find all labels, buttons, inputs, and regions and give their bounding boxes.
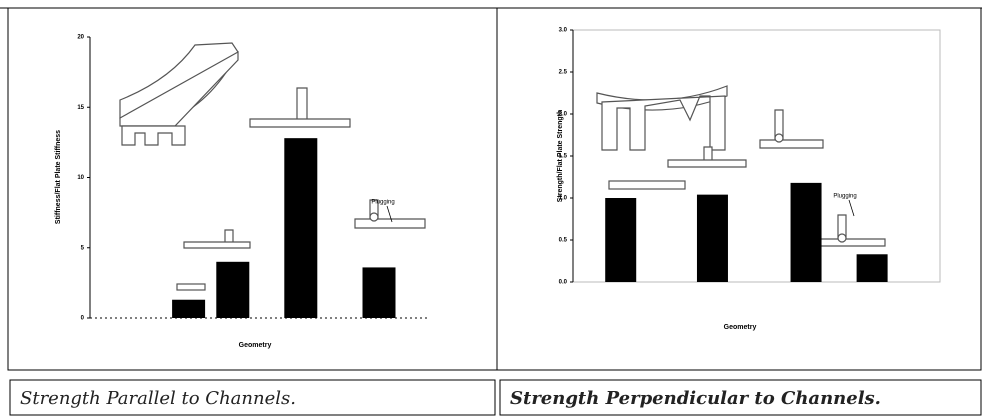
y-tick-label: 20 — [77, 35, 84, 41]
y-axis-label: Stiffness/Flat Plate Stiffness — [55, 130, 62, 224]
y-tick-label: 0.5 — [559, 238, 568, 244]
annotation: Plugging — [371, 200, 394, 206]
y-tick-label: 5 — [81, 245, 85, 251]
x-axis-label: Geometry — [239, 342, 272, 349]
y-tick-label: 0 — [81, 316, 85, 322]
y-tick-label: 3.0 — [559, 28, 568, 34]
y-axis-label: Strength/Flat Plate Strength — [557, 110, 564, 203]
y-tick-label: 0.0 — [559, 280, 568, 286]
bar — [172, 300, 205, 318]
bar — [697, 195, 728, 282]
caption: Strength Perpendicular to Channels. — [510, 388, 881, 409]
bar — [605, 198, 636, 282]
bar — [857, 254, 888, 282]
y-tick-label: 15 — [77, 105, 84, 111]
x-axis-label: Geometry — [724, 324, 757, 331]
bar — [363, 267, 396, 318]
y-tick-label: 10 — [77, 175, 84, 181]
bar — [791, 183, 822, 282]
geometry-icons — [597, 86, 885, 246]
page: Strength Parallel to Channels. Strength … — [0, 0, 982, 416]
geometry-icons — [120, 43, 425, 290]
annotation-arrow — [849, 200, 854, 216]
y-tick-label: 2.5 — [559, 70, 568, 76]
table-cell — [497, 8, 981, 370]
bar — [216, 262, 249, 318]
annotation: Plugging — [833, 194, 856, 200]
caption: Strength Parallel to Channels. — [20, 388, 296, 409]
bar — [284, 138, 317, 318]
